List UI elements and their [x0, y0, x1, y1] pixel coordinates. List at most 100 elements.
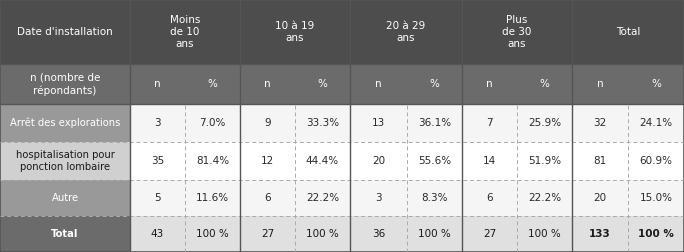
Text: 22.2%: 22.2%: [306, 193, 339, 203]
Bar: [517, 64, 572, 104]
Text: Autre: Autre: [51, 193, 79, 203]
Text: n: n: [154, 79, 161, 89]
Text: n: n: [486, 79, 492, 89]
Bar: [240, 142, 295, 180]
Bar: [0, 104, 130, 142]
Bar: [130, 104, 185, 142]
Bar: [130, 216, 185, 252]
Bar: [130, 180, 185, 216]
Text: 100 %: 100 %: [196, 229, 229, 239]
Text: n: n: [376, 79, 382, 89]
Bar: [628, 180, 684, 216]
Text: 3: 3: [154, 118, 161, 128]
Bar: [407, 64, 462, 104]
Bar: [240, 64, 295, 104]
Bar: [517, 104, 572, 142]
Bar: [407, 142, 462, 180]
Bar: [0, 64, 130, 104]
Bar: [462, 104, 517, 142]
Bar: [185, 180, 240, 216]
Bar: [628, 216, 684, 252]
Bar: [185, 104, 240, 142]
Text: 100 %: 100 %: [528, 229, 561, 239]
Text: 20: 20: [594, 193, 607, 203]
Bar: [130, 0, 240, 64]
Text: Plus
de 30
ans: Plus de 30 ans: [502, 15, 531, 49]
Text: %: %: [430, 79, 439, 89]
Bar: [572, 64, 628, 104]
Bar: [462, 64, 517, 104]
Bar: [350, 216, 407, 252]
Text: %: %: [207, 79, 218, 89]
Text: n: n: [596, 79, 603, 89]
Bar: [572, 104, 628, 142]
Bar: [350, 64, 407, 104]
Text: 20: 20: [372, 156, 385, 166]
Bar: [462, 180, 517, 216]
Bar: [185, 64, 240, 104]
Text: 27: 27: [483, 229, 496, 239]
Bar: [240, 104, 295, 142]
Bar: [0, 0, 130, 64]
Text: 9: 9: [264, 118, 271, 128]
Text: 24.1%: 24.1%: [640, 118, 672, 128]
Text: 36.1%: 36.1%: [418, 118, 451, 128]
Text: 32: 32: [594, 118, 607, 128]
Text: 36: 36: [372, 229, 385, 239]
Text: 81.4%: 81.4%: [196, 156, 229, 166]
Bar: [350, 180, 407, 216]
Text: 35: 35: [151, 156, 164, 166]
Bar: [350, 142, 407, 180]
Text: 51.9%: 51.9%: [528, 156, 561, 166]
Bar: [462, 142, 517, 180]
Text: 6: 6: [264, 193, 271, 203]
Bar: [0, 216, 130, 252]
Text: %: %: [651, 79, 661, 89]
Bar: [572, 180, 628, 216]
Bar: [240, 180, 295, 216]
Text: 10 à 19
ans: 10 à 19 ans: [276, 21, 315, 43]
Text: n (nombre de
répondants): n (nombre de répondants): [30, 73, 100, 96]
Text: 33.3%: 33.3%: [306, 118, 339, 128]
Bar: [0, 142, 130, 180]
Bar: [628, 104, 684, 142]
Text: 12: 12: [261, 156, 274, 166]
Text: Total: Total: [51, 229, 79, 239]
Text: 15.0%: 15.0%: [640, 193, 672, 203]
Text: 100 %: 100 %: [306, 229, 339, 239]
Text: 7: 7: [486, 118, 492, 128]
Bar: [517, 180, 572, 216]
Bar: [295, 180, 350, 216]
Bar: [350, 104, 407, 142]
Bar: [572, 0, 684, 64]
Text: Total: Total: [616, 27, 640, 37]
Text: hospitalisation pour
ponction lombaire: hospitalisation pour ponction lombaire: [16, 150, 114, 172]
Text: n: n: [264, 79, 271, 89]
Bar: [517, 216, 572, 252]
Text: %: %: [540, 79, 549, 89]
Text: 8.3%: 8.3%: [421, 193, 448, 203]
Text: 5: 5: [154, 193, 161, 203]
Bar: [462, 216, 517, 252]
Text: 11.6%: 11.6%: [196, 193, 229, 203]
Bar: [462, 0, 572, 64]
Text: Moins
de 10
ans: Moins de 10 ans: [170, 15, 200, 49]
Text: 60.9%: 60.9%: [640, 156, 672, 166]
Text: 43: 43: [151, 229, 164, 239]
Text: Arrêt des explorations: Arrêt des explorations: [10, 118, 120, 128]
Bar: [240, 0, 350, 64]
Bar: [130, 142, 185, 180]
Bar: [407, 216, 462, 252]
Text: 6: 6: [486, 193, 492, 203]
Bar: [185, 142, 240, 180]
Text: %: %: [317, 79, 328, 89]
Text: 27: 27: [261, 229, 274, 239]
Text: Date d'installation: Date d'installation: [17, 27, 113, 37]
Bar: [295, 142, 350, 180]
Text: 20 à 29
ans: 20 à 29 ans: [386, 21, 425, 43]
Bar: [350, 0, 462, 64]
Bar: [130, 64, 185, 104]
Bar: [407, 104, 462, 142]
Bar: [295, 104, 350, 142]
Bar: [407, 180, 462, 216]
